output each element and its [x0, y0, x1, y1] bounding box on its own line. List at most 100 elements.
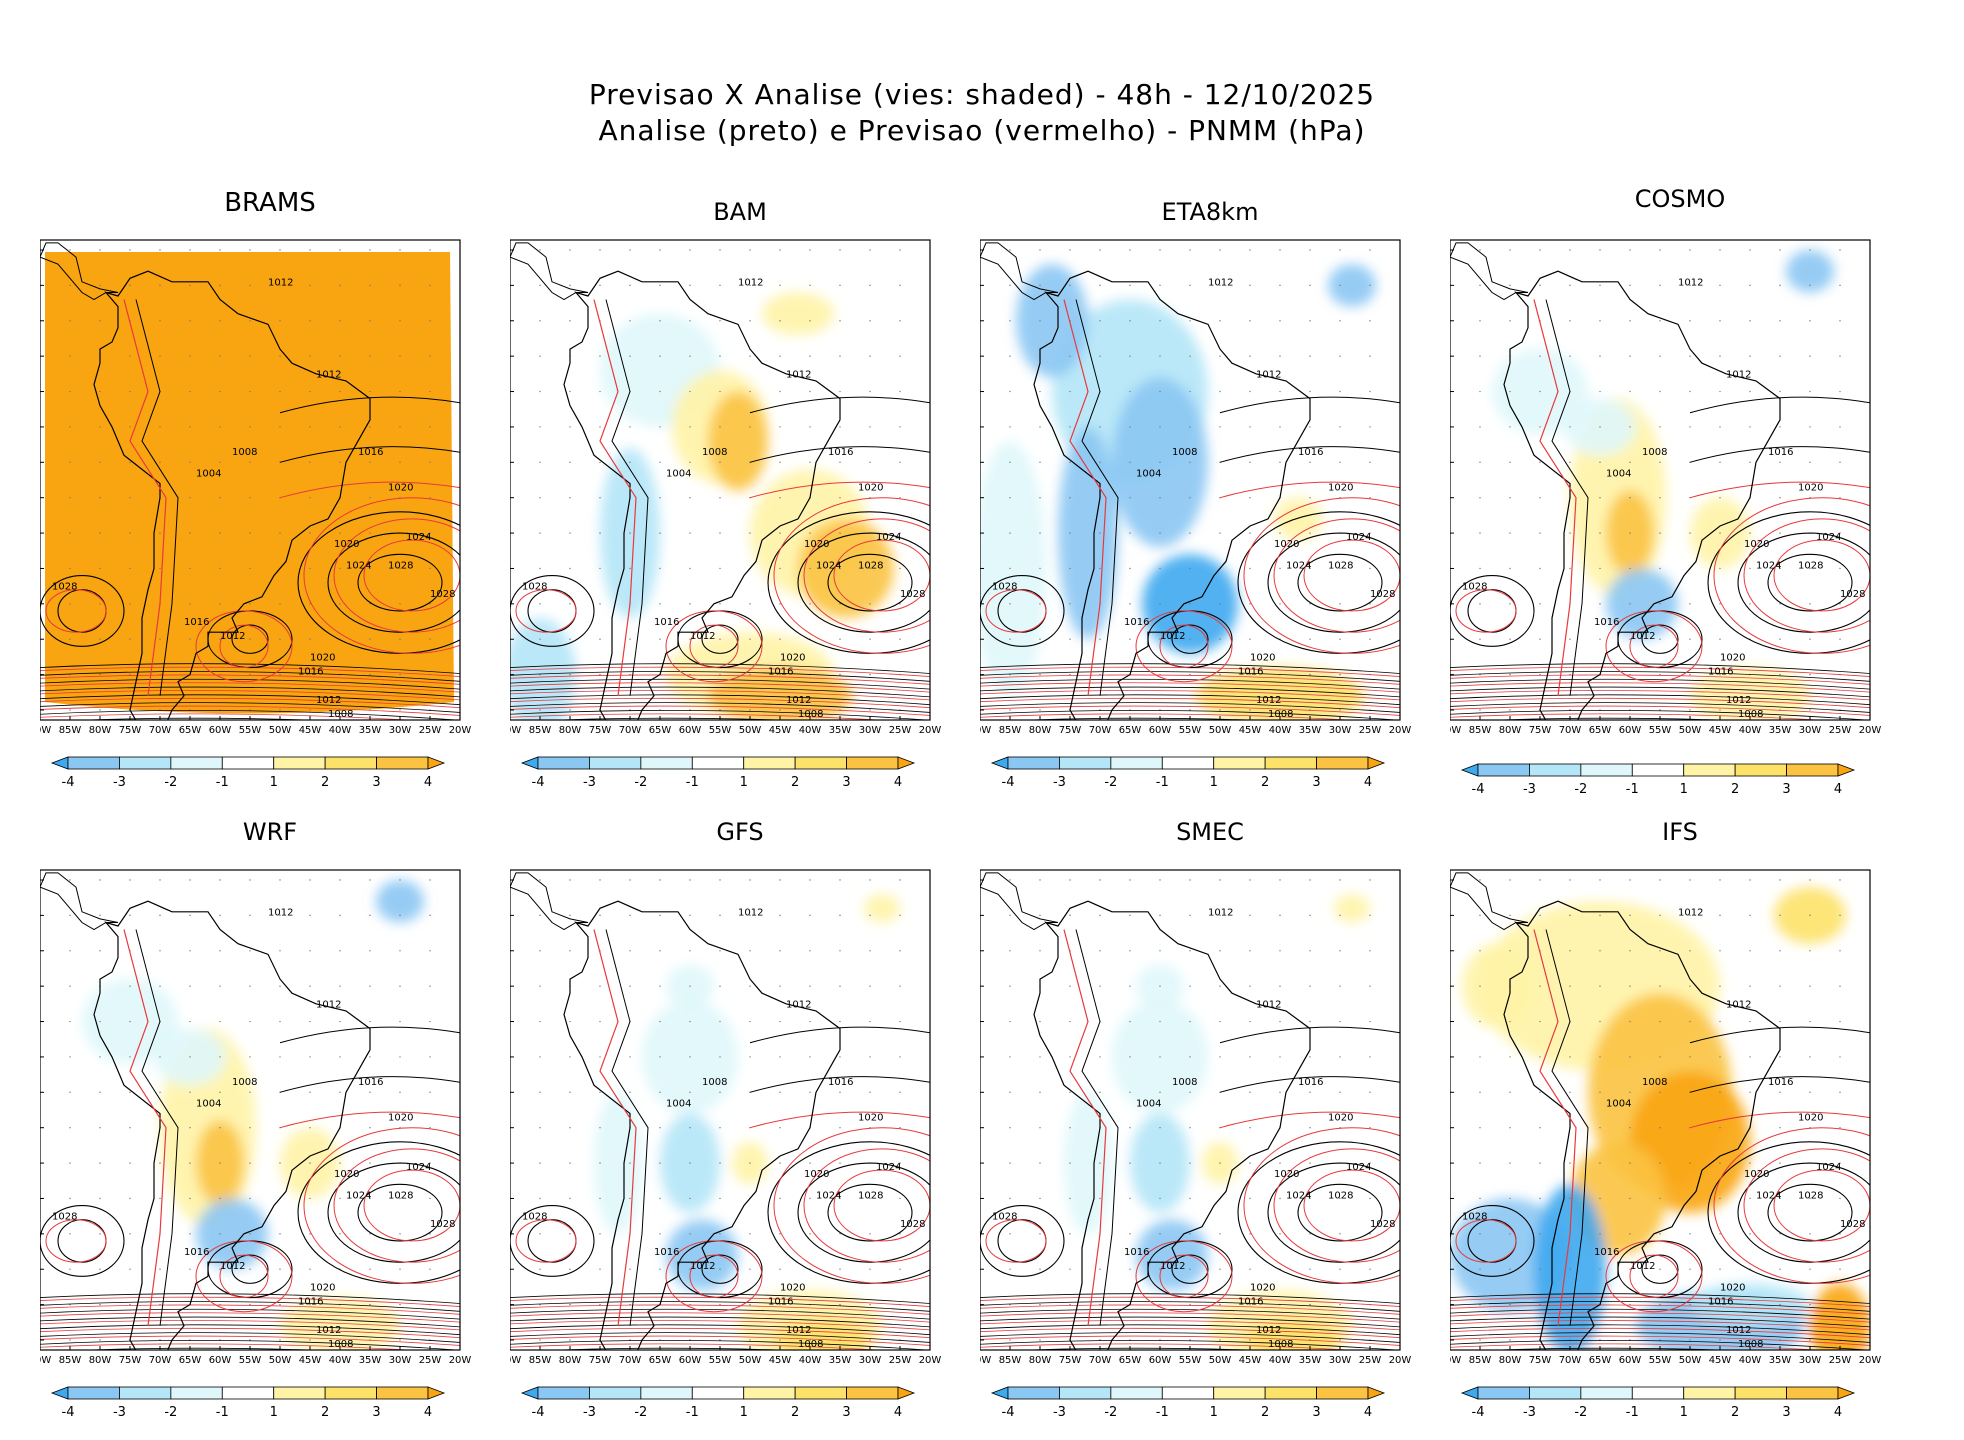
colorbar-label: 1	[1210, 1405, 1218, 1420]
isobar-label: 1028	[1840, 1219, 1865, 1230]
isobar-label: 1028	[52, 1212, 77, 1223]
panel-bam: BAM 1012 1008 1004 1020 1024 1028 1016 1012 1008 1…	[510, 198, 970, 810]
lon-tick-label: 55W	[1649, 725, 1672, 736]
lon-tick-label: 75W	[1059, 725, 1082, 736]
isobar-label: 1012	[1208, 277, 1233, 288]
colorbar-label: -4	[1002, 1405, 1015, 1420]
colorbar-label: 2	[791, 775, 799, 790]
map-bam: 1012 1008 1004 1020 1024 1028 1016 1012 1008 1020…	[510, 239, 942, 736]
isobar-label: 1028	[1370, 589, 1395, 600]
isobar-label: 1016	[1124, 617, 1149, 628]
isobar-label: 1008	[328, 1339, 353, 1350]
colorbar-label: -1	[1626, 1405, 1639, 1420]
colorbar: -4 -3 -2 -1 1 2 3 4	[50, 1386, 446, 1420]
isobar-label: 1012	[786, 999, 811, 1010]
lon-tick-label: 65W	[1119, 1355, 1142, 1366]
isobar-label: 1028	[900, 1219, 925, 1230]
colorbar-label: -2	[634, 1405, 647, 1420]
lon-tick-label: 35W	[359, 1355, 382, 1366]
isobar-label: 1012	[1726, 369, 1751, 380]
isobar-label: 1004	[1136, 468, 1161, 479]
isobar-label: 1012	[1726, 695, 1751, 706]
isobar-label: 1024	[1286, 1190, 1311, 1201]
isobar-label: 1020	[804, 1169, 829, 1180]
lon-tick-label: 60W	[1149, 1355, 1172, 1366]
lon-tick-label: 70W	[619, 725, 642, 736]
colorbar-label: 3	[842, 775, 850, 790]
lon-tick-label: 35W	[1299, 1355, 1322, 1366]
isobar-label: 1012	[1630, 631, 1655, 642]
isobar-label: 1024	[1346, 532, 1371, 543]
lon-tick-label: 25W	[889, 725, 912, 736]
colorbar-label: -3	[1523, 782, 1536, 797]
isobar-label: 1024	[876, 1162, 901, 1173]
lon-tick-label: 40W	[329, 1355, 352, 1366]
lon-tick-label: 35W	[829, 725, 852, 736]
lon-tick-label: 20W	[1859, 725, 1882, 736]
lon-tick-label: 30W	[859, 725, 882, 736]
isobar-label: 1020	[1274, 539, 1299, 550]
isobar-label: 1016	[1124, 1247, 1149, 1258]
isobar-label: 1024	[1816, 1162, 1841, 1173]
colorbar-label: -4	[532, 1405, 545, 1420]
lon-tick-label: 40W	[1269, 725, 1292, 736]
isobar-label: 1020	[1328, 1113, 1353, 1124]
lon-tick-label: 55W	[1179, 1355, 1202, 1366]
colorbar-label: -4	[1472, 1405, 1485, 1420]
colorbar-label: -1	[1626, 782, 1639, 797]
isobar-label: 1004	[196, 1098, 221, 1109]
lon-tick-label: 25W	[1829, 1355, 1852, 1366]
lon-tick-label: 25W	[419, 1355, 442, 1366]
lon-tick-label: 70W	[1089, 1355, 1112, 1366]
isobar-label: 1008	[232, 1077, 257, 1088]
isobar-label: 1024	[406, 1162, 431, 1173]
lon-tick-label: 55W	[709, 725, 732, 736]
lon-tick-label: 40W	[799, 1355, 822, 1366]
lon-tick-label: 65W	[1589, 1355, 1612, 1366]
isobar-label: 1016	[1708, 667, 1733, 678]
isobar-label: 1004	[196, 468, 221, 479]
isobar-label: 1020	[780, 652, 805, 663]
bias-shading	[45, 252, 454, 714]
isobar-label: 1012	[220, 1261, 245, 1272]
colorbar-label: 2	[1731, 782, 1739, 797]
isobar-label: 1020	[334, 1169, 359, 1180]
isobar-label: 1008	[1642, 1077, 1667, 1088]
isobar-label: 1008	[1642, 447, 1667, 458]
lon-tick-label: 40W	[1739, 725, 1762, 736]
lon-tick-label: 65W	[179, 725, 202, 736]
isobar-label: 1008	[1268, 709, 1293, 720]
colorbar-label: -3	[1053, 1405, 1066, 1420]
lon-tick-label: 25W	[1359, 725, 1382, 736]
isobar-label: 1020	[1720, 652, 1745, 663]
isobar-label: 1012	[1726, 1325, 1751, 1336]
isobar-label: 1016	[184, 1247, 209, 1258]
lon-tick-label: 85W	[59, 725, 82, 736]
lon-tick-label: 85W	[1469, 1355, 1492, 1366]
colorbar: -4 -3 -2 -1 1 2 3 4	[1460, 1386, 1856, 1420]
isobar-label: 1024	[1286, 560, 1311, 571]
lon-tick-label: 30W	[1799, 725, 1822, 736]
lon-tick-label: 35W	[1299, 725, 1322, 736]
lon-tick-label: 30W	[389, 725, 412, 736]
panel-title: BAM	[713, 198, 767, 226]
lon-tick-label: 60W	[1619, 725, 1642, 736]
lon-tick-label: 75W	[589, 725, 612, 736]
isobar-label: 1016	[358, 1077, 383, 1088]
isobar-label: 1016	[1594, 1247, 1619, 1258]
colorbar-label: -1	[216, 775, 229, 790]
isobar-label: 1012	[316, 999, 341, 1010]
panel-eta: ETA8km 1012 1008 1004 1020 1024 1028 1016 1012 10…	[980, 198, 1440, 810]
isobar-label: 1028	[1798, 1190, 1823, 1201]
colorbar-label: -4	[62, 1405, 75, 1420]
colorbar-label: -1	[686, 1405, 699, 1420]
lon-tick-label: 45W	[1709, 725, 1732, 736]
colorbar-label: 1	[740, 775, 748, 790]
isobar-label: 1020	[804, 539, 829, 550]
lon-tick-label: 20W	[919, 725, 942, 736]
lon-tick-label: 45W	[769, 725, 792, 736]
isobar-label: 1024	[1756, 1190, 1781, 1201]
lon-tick-label: 85W	[999, 725, 1022, 736]
lon-tick-label: 55W	[239, 725, 262, 736]
isobar-label: 1024	[406, 532, 431, 543]
